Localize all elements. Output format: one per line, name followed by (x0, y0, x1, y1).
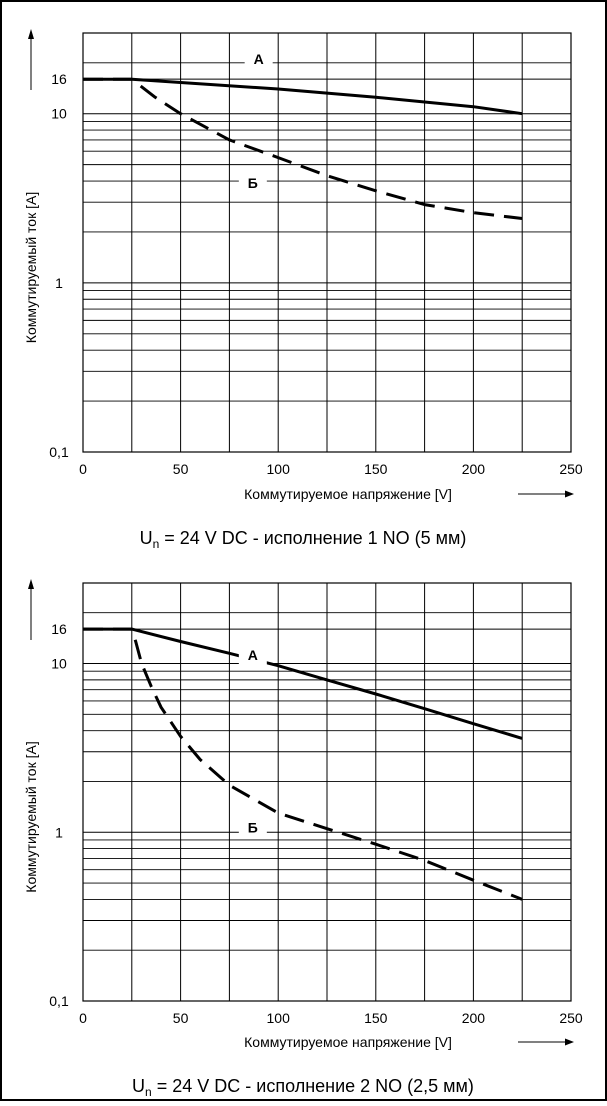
series-label-b: Б (248, 819, 258, 835)
chart-caption: Un = 24 V DC - исполнение 2 NO (2,5 мм) (132, 1076, 474, 1099)
chart-caption: Un = 24 V DC - исполнение 1 NO (5 мм) (140, 528, 467, 551)
x-tick-label: 250 (559, 1010, 583, 1026)
plot-border (82, 32, 572, 453)
x-tick-label: 50 (173, 1010, 189, 1026)
x-tick-label: 250 (559, 461, 583, 477)
x-axis-arrowhead (565, 1038, 574, 1046)
x-tick-label: 200 (462, 1010, 486, 1026)
y-tick-label: 0,1 (49, 444, 69, 460)
caption-text: = 24 V DC - исполнение 1 NO (5 мм) (159, 528, 466, 548)
grid (82, 583, 572, 1001)
x-tick-label: 100 (267, 1010, 291, 1026)
series-line-b (83, 627, 523, 901)
grid (82, 33, 572, 452)
series-line-a (83, 627, 523, 740)
y-tick-label: 1 (55, 275, 63, 291)
x-axis-title: Коммутируемое напряжение [V] (244, 486, 452, 502)
y-tick-label: 0,1 (49, 993, 69, 1009)
series-label-bg (238, 645, 267, 666)
x-tick-label: 50 (173, 461, 189, 477)
x-axis-arrowhead (565, 490, 574, 498)
series-label-a: А (248, 647, 258, 663)
series-label-b: Б (248, 175, 258, 191)
y-axis-arrowhead (28, 29, 34, 39)
y-tick-label: 16 (51, 71, 67, 87)
x-tick-label: 100 (267, 461, 291, 477)
chart-1-nodes: 0 50 100 150 200 250 0,1 1 10 16 Коммутируемый ток… (23, 29, 583, 551)
x-tick-label: 0 (79, 461, 87, 477)
x-tick-label: 150 (364, 461, 388, 477)
series-label-bg (238, 817, 267, 838)
plot-border (82, 582, 572, 1002)
caption-symbol: U (132, 1076, 145, 1096)
caption-subscript: n (153, 537, 160, 551)
caption-text: = 24 V DC - исполнение 2 NO (2,5 мм) (152, 1076, 474, 1096)
y-tick-label: 1 (55, 824, 63, 840)
y-axis-arrowhead (28, 579, 34, 589)
caption-symbol: U (140, 528, 153, 548)
y-axis-title: Коммутируемый ток [A] (23, 192, 39, 343)
series-label-bg (244, 49, 273, 70)
x-tick-label: 150 (364, 1010, 388, 1026)
y-axis-title: Коммутируемый ток [A] (23, 741, 39, 892)
y-tick-label: 16 (51, 621, 67, 637)
series-label-bg (238, 172, 267, 193)
x-tick-label: 200 (462, 461, 486, 477)
y-tick-label: 10 (51, 656, 67, 672)
series-label-a: А (254, 51, 264, 67)
caption-subscript: n (145, 1085, 152, 1099)
x-tick-label: 0 (79, 1010, 87, 1026)
x-axis-title: Коммутируемое напряжение [V] (244, 1034, 452, 1050)
series-line-b (83, 77, 523, 220)
chart-2-nodes: 0 50 100 150 200 250 0,1 1 10 16 Коммутируемый ток… (23, 579, 583, 1099)
y-tick-label: 10 (51, 106, 67, 122)
